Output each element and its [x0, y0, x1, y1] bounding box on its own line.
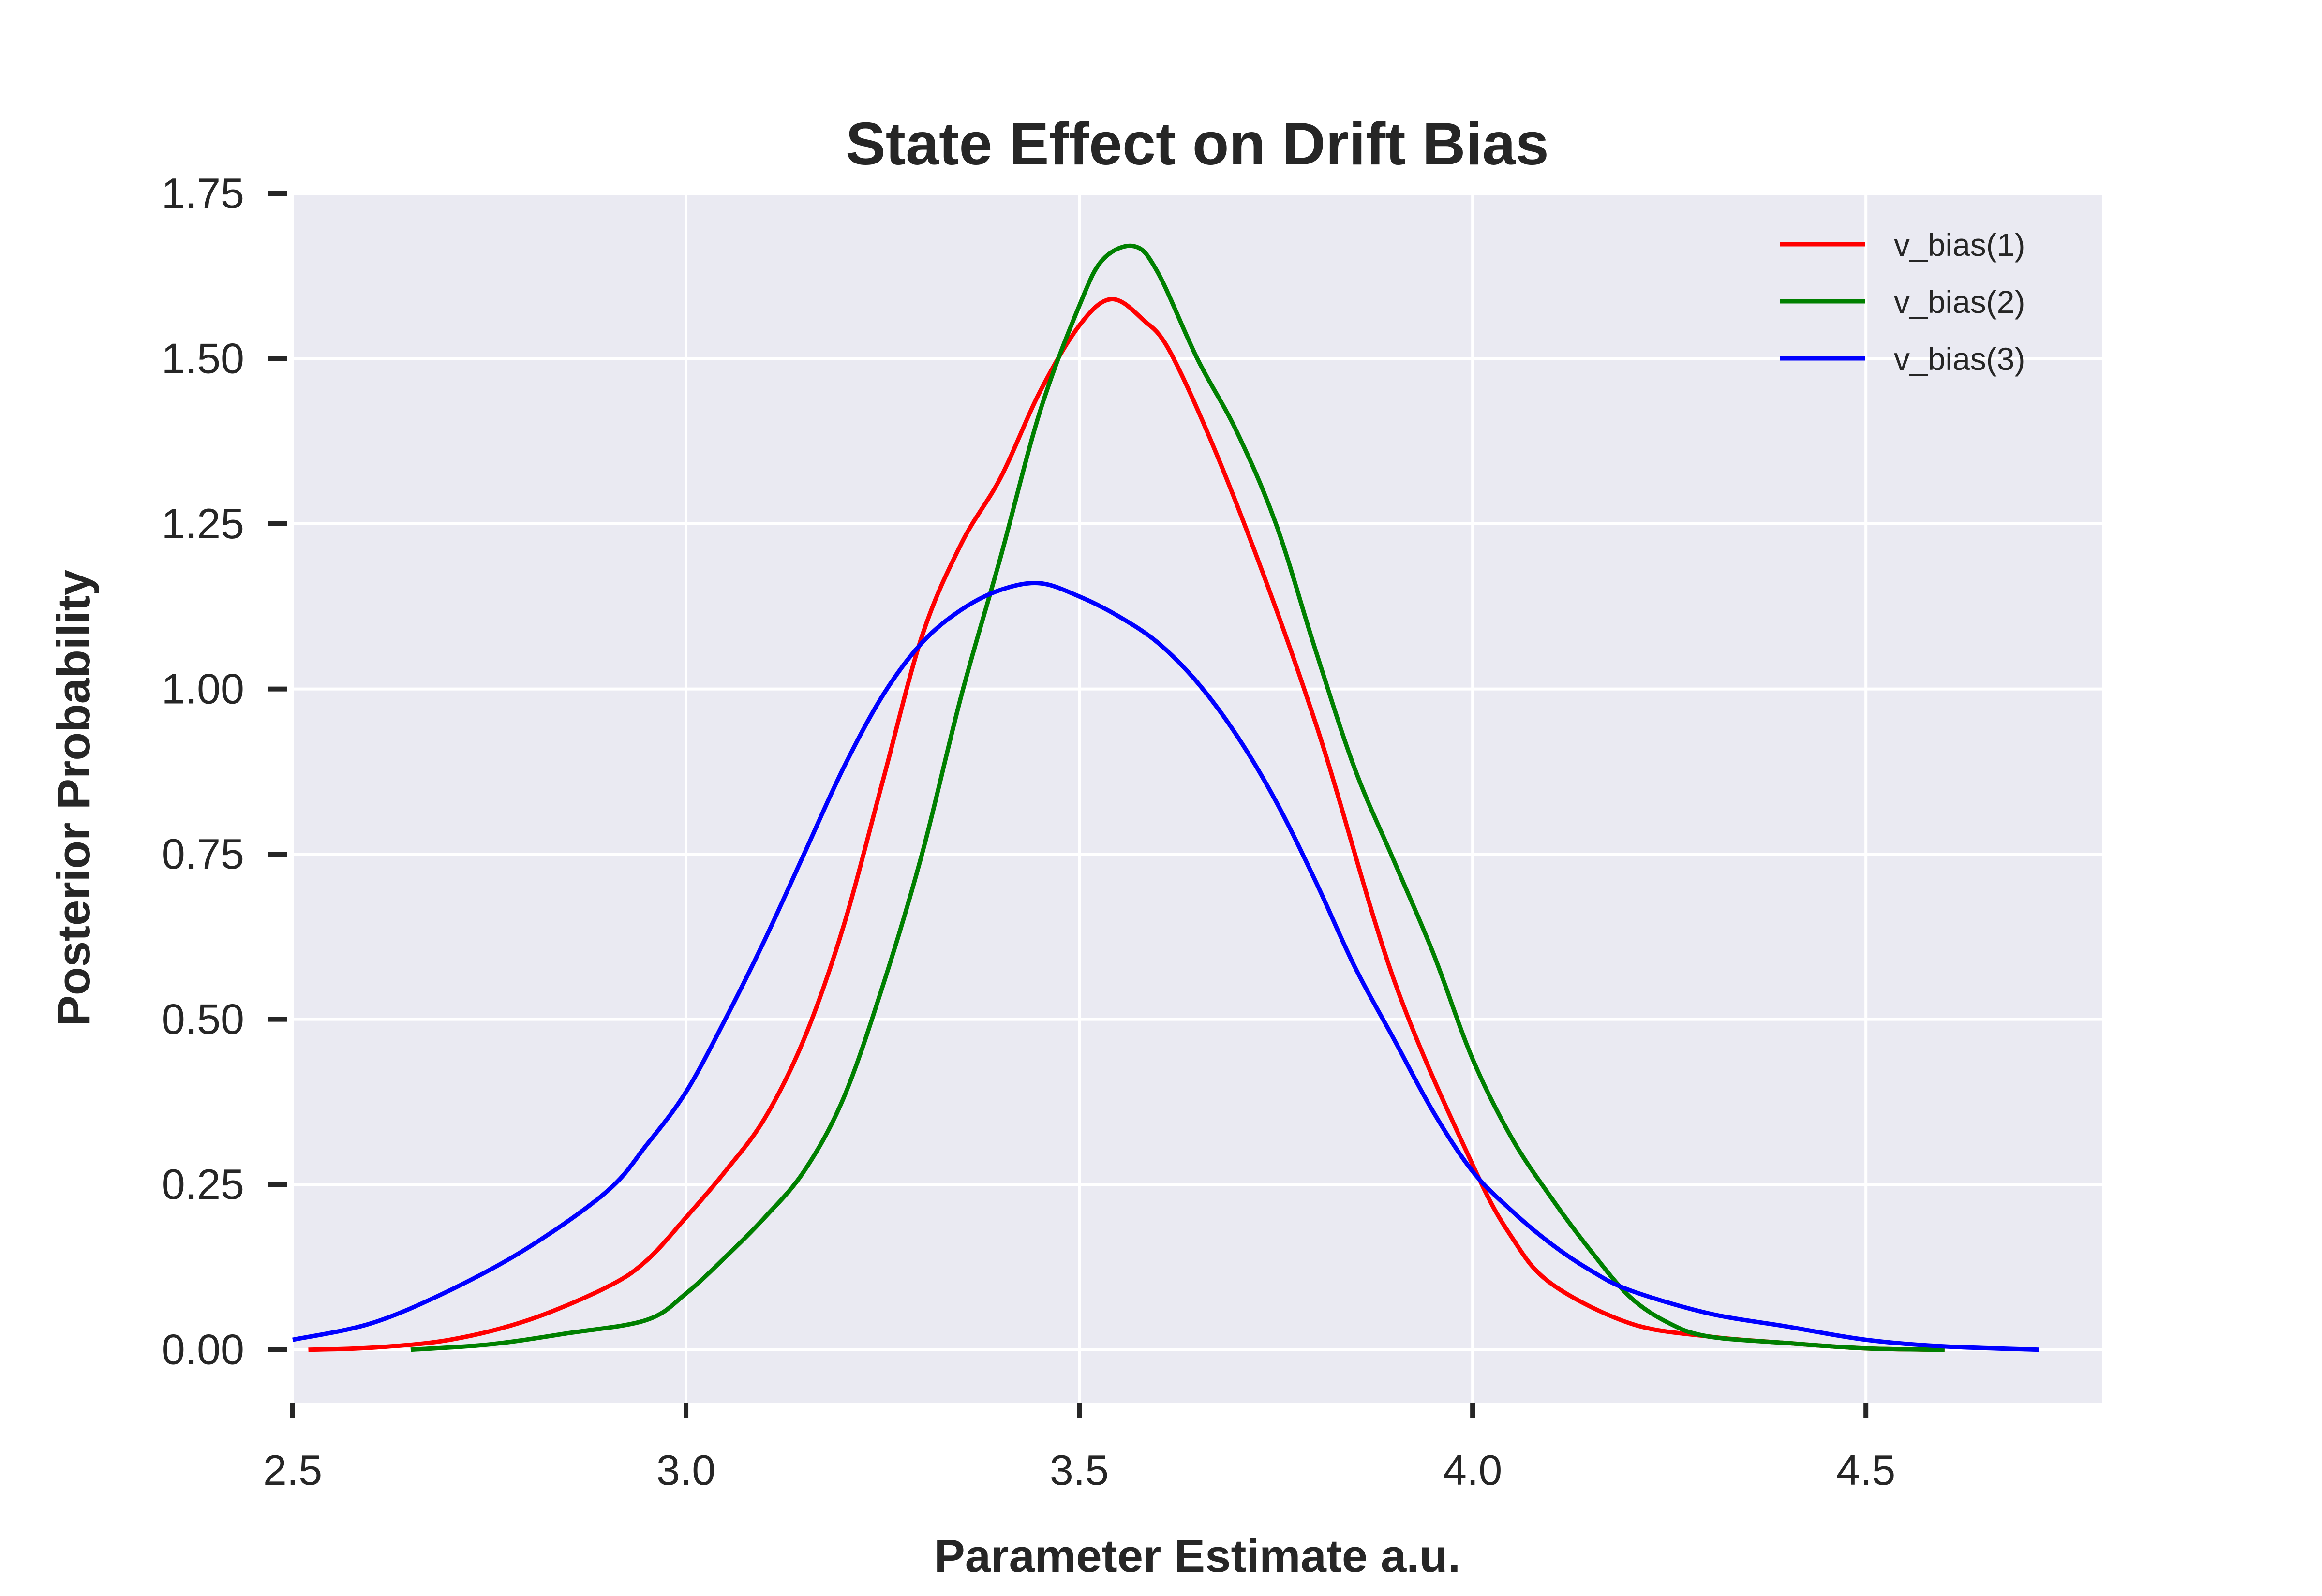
series-layer	[292, 243, 2039, 1352]
y-tick-label: 0.50	[162, 995, 244, 1043]
legend-label-3: v_bias(3)	[1894, 341, 2025, 377]
series-line-3	[292, 581, 2039, 1352]
legend: v_bias(1) v_bias(2) v_bias(3)	[1780, 227, 2025, 377]
legend-label-2: v_bias(2)	[1894, 284, 2025, 320]
x-tick-label: 3.0	[656, 1446, 715, 1494]
plot-area-background	[293, 193, 2102, 1403]
y-tick-label: 0.25	[162, 1160, 244, 1208]
x-axis-title: Parameter Estimate a.u.	[934, 1530, 1461, 1582]
series-line-2	[410, 243, 1945, 1352]
y-tick-label: 1.00	[162, 665, 244, 713]
x-tick-label: 4.0	[1443, 1446, 1502, 1494]
x-tick-label: 2.5	[263, 1446, 322, 1494]
y-tick-label: 0.75	[162, 830, 244, 878]
x-tick-label: 3.5	[1050, 1446, 1109, 1494]
x-tick-label: 4.5	[1836, 1446, 1895, 1494]
y-axis-title: Posterior Probability	[48, 570, 100, 1026]
chart-title: State Effect on Drift Bias	[846, 111, 1549, 177]
y-tick-label: 1.50	[162, 335, 244, 383]
y-tick-label: 1.75	[162, 169, 244, 217]
x-gridlines	[291, 193, 1868, 1403]
x-axis: 2.5 3.0 3.5 4.0 4.5	[263, 1403, 1895, 1494]
y-axis: 0.00 0.25 0.50 0.75 1.00 1.25 1.50 1.75	[162, 169, 287, 1374]
y-tick-label: 0.00	[162, 1326, 244, 1374]
legend-label-1: v_bias(1)	[1894, 227, 2025, 263]
y-gridlines	[293, 192, 2102, 1351]
y-tick-label: 1.25	[162, 500, 244, 547]
